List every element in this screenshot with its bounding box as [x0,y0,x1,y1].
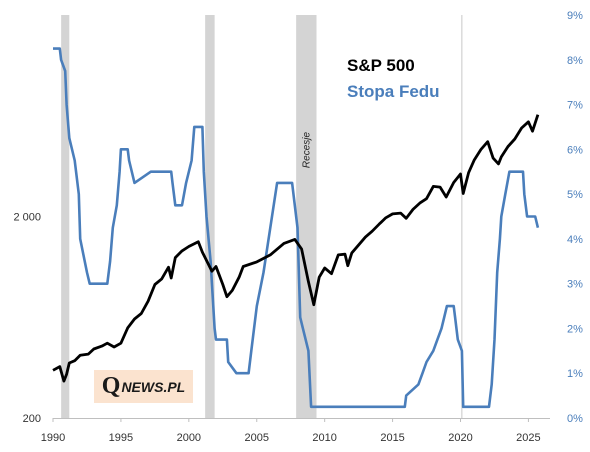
recession-bands [61,15,317,418]
legend-fed-rate: Stopa Fedu [347,82,440,101]
y-left-tick-label: 2 000 [13,212,41,224]
qnews-logo-watermark: Q NEWS.PL [94,370,193,403]
x-tick-label: 2015 [380,432,404,444]
y-right-tick-label: 8% [567,55,583,67]
logo-q-letter: Q [101,373,121,399]
x-tick-label: 2000 [177,432,201,444]
y-right-tick-label: 9% [567,10,583,22]
y-right-tick-label: 5% [567,189,583,201]
y-right-tick-label: 7% [567,100,583,112]
x-tick-label: 2010 [312,432,336,444]
y-right-tick-label: 6% [567,144,583,156]
y-right-tick-label: 4% [567,234,583,246]
x-tick-label: 2005 [245,432,269,444]
x-tick-label: 2020 [448,432,472,444]
x-tick-label: 2025 [516,432,540,444]
x-tick-label: 1990 [41,432,65,444]
axis-ticks: 200 2 000 0% 1% 2% 3% 4% 5% 6% 7% 8% 9% 1990 1995 2000… [13,10,583,444]
recession-band-3 [296,15,317,418]
y-left-tick-label: 200 [23,413,41,425]
y-right-tick-label: 3% [567,279,583,291]
fed-rate-series-line [53,47,540,409]
x-tick-label: 1995 [109,432,133,444]
y-right-tick-label: 1% [567,368,583,380]
sp500-series-line [52,114,540,383]
y-right-tick-label: 2% [567,323,583,335]
recession-label: Recesje [301,132,312,169]
y-right-tick-label: 0% [567,413,583,425]
recession-band-1 [61,15,70,418]
legend-sp500: S&P 500 [347,56,415,75]
recession-band-2 [205,15,215,418]
logo-text: NEWS.PL [121,378,186,395]
